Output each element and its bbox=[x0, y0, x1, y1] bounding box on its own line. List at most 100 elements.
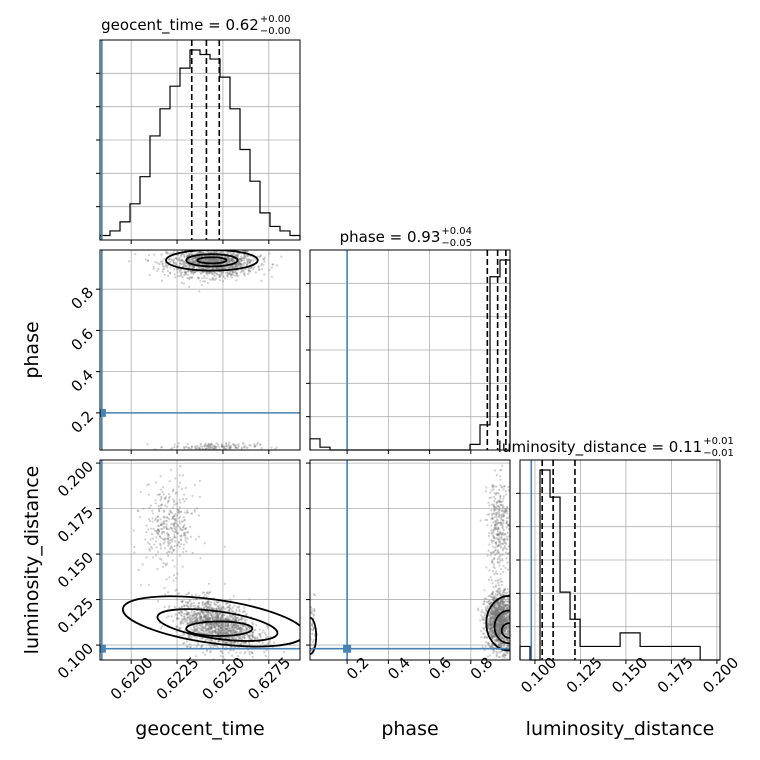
sample-point bbox=[499, 621, 502, 624]
sample-point bbox=[165, 266, 169, 269]
sample-point bbox=[515, 637, 517, 639]
sample-point bbox=[512, 619, 514, 621]
sample-point bbox=[161, 262, 164, 265]
sample-point bbox=[250, 267, 253, 270]
sample-point bbox=[235, 625, 238, 628]
sample-point bbox=[507, 604, 510, 607]
sample-point bbox=[177, 541, 181, 544]
sample-point bbox=[226, 272, 229, 275]
sample-point bbox=[192, 260, 195, 263]
sample-point bbox=[495, 625, 499, 629]
sample-point bbox=[159, 488, 163, 491]
sample-point bbox=[213, 445, 216, 448]
sample-point bbox=[243, 273, 246, 276]
sample-point bbox=[255, 247, 257, 249]
sample-point bbox=[488, 621, 491, 625]
sample-point bbox=[503, 588, 507, 592]
sample-point bbox=[206, 618, 209, 621]
sample-point bbox=[481, 609, 484, 612]
sample-point bbox=[231, 631, 234, 634]
sample-point bbox=[210, 607, 214, 611]
sample-point bbox=[502, 618, 505, 622]
sample-point bbox=[189, 635, 192, 638]
sample-point bbox=[489, 616, 492, 619]
sample-point bbox=[200, 283, 203, 287]
sample-point bbox=[499, 614, 503, 617]
sample-point bbox=[265, 649, 268, 652]
sample-point bbox=[242, 609, 245, 612]
sample-point bbox=[205, 447, 208, 450]
sample-point bbox=[197, 602, 200, 605]
sample-point bbox=[494, 614, 497, 617]
sample-point bbox=[503, 625, 507, 628]
panel-content bbox=[310, 460, 517, 660]
sample-point bbox=[506, 639, 509, 642]
sample-point bbox=[501, 621, 505, 624]
sample-point bbox=[499, 604, 502, 607]
sample-point bbox=[200, 266, 203, 269]
sample-point bbox=[232, 627, 235, 630]
sample-point bbox=[232, 623, 235, 626]
sample-point bbox=[207, 638, 210, 642]
sample-point bbox=[489, 612, 492, 615]
sample-point bbox=[169, 510, 172, 513]
sample-point bbox=[504, 639, 507, 642]
sample-point bbox=[160, 536, 163, 539]
sample-point bbox=[190, 605, 193, 608]
sample-point bbox=[495, 607, 498, 610]
sample-point bbox=[488, 623, 491, 627]
sample-point bbox=[180, 600, 183, 603]
sample-point bbox=[213, 258, 216, 261]
sample-point bbox=[205, 271, 208, 275]
sample-point bbox=[201, 612, 204, 615]
sample-point bbox=[498, 620, 501, 623]
sample-point bbox=[248, 267, 251, 270]
sample-point bbox=[211, 271, 214, 274]
sample-point bbox=[251, 621, 254, 625]
sample-point bbox=[221, 621, 224, 625]
sample-point bbox=[233, 617, 236, 621]
sample-point bbox=[224, 631, 227, 635]
sample-point bbox=[206, 281, 209, 285]
sample-point bbox=[503, 615, 506, 619]
sample-point bbox=[494, 604, 498, 607]
sample-point bbox=[220, 612, 223, 615]
sample-point bbox=[174, 477, 177, 480]
sample-point bbox=[246, 446, 249, 449]
sample-point bbox=[488, 619, 492, 622]
sample-point bbox=[254, 271, 257, 274]
sample-point bbox=[128, 260, 131, 263]
sample-point bbox=[493, 608, 496, 611]
sample-point bbox=[228, 446, 231, 449]
sample-point bbox=[483, 597, 486, 600]
sample-point bbox=[206, 617, 209, 621]
sample-point bbox=[506, 626, 509, 629]
sample-point bbox=[494, 638, 497, 641]
sample-point bbox=[205, 271, 208, 274]
sample-point bbox=[500, 618, 504, 621]
sample-point bbox=[213, 601, 216, 604]
sample-point bbox=[488, 620, 491, 624]
sample-point bbox=[499, 600, 502, 603]
sample-point bbox=[490, 609, 494, 613]
sample-point bbox=[243, 274, 246, 277]
sample-point bbox=[498, 604, 501, 607]
sample-point bbox=[182, 261, 185, 264]
sample-point bbox=[202, 615, 206, 618]
sample-point bbox=[512, 631, 514, 633]
sample-point bbox=[496, 606, 499, 609]
sample-point bbox=[501, 620, 505, 623]
sample-point bbox=[263, 256, 267, 259]
sample-point bbox=[231, 624, 234, 627]
sample-point bbox=[234, 266, 237, 269]
sample-point bbox=[243, 272, 246, 275]
sample-point bbox=[500, 609, 503, 612]
sample-point bbox=[496, 594, 499, 597]
sample-point bbox=[231, 265, 234, 268]
sample-point bbox=[504, 620, 508, 623]
sample-point bbox=[489, 602, 492, 606]
sample-point bbox=[163, 521, 166, 524]
sample-point bbox=[491, 484, 494, 487]
sample-point bbox=[497, 619, 500, 622]
sample-point bbox=[514, 603, 516, 605]
